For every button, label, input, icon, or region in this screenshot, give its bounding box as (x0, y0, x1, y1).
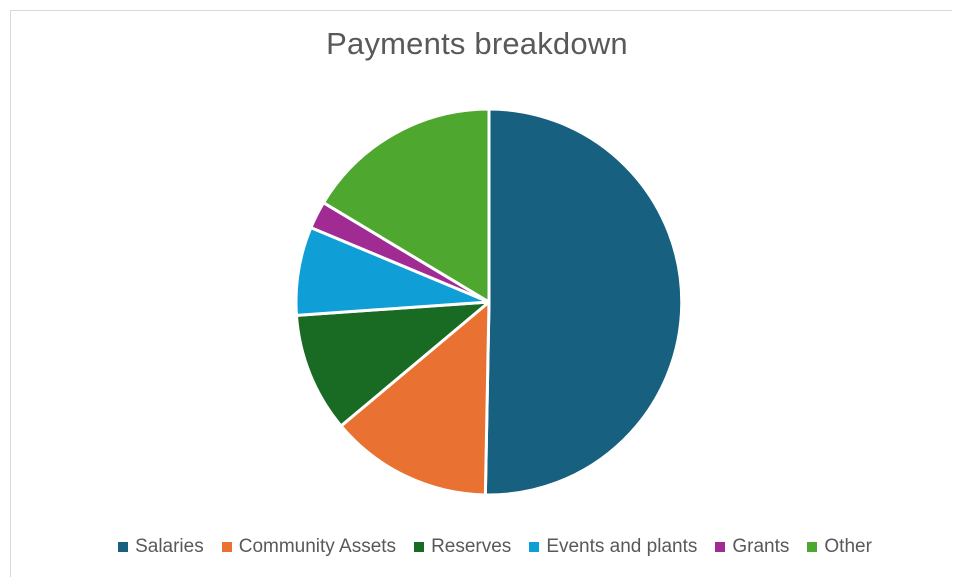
legend-item-community-assets: Community Assets (221, 536, 397, 558)
legend-swatch-grants (715, 542, 726, 552)
legend-label-other: Other (824, 536, 872, 557)
legend-label-community-assets: Community Assets (238, 536, 397, 557)
pie-slice-salaries (483, 107, 684, 497)
legend-item-salaries: Salaries (118, 536, 204, 558)
legend-item-reserves: Reserves (414, 536, 511, 558)
legend-item-events-and-plants: Events and plants (529, 536, 697, 558)
pie-slice-community-assets (339, 300, 491, 497)
pie-slice-reserves (294, 300, 491, 428)
legend-item-grants: Grants (715, 536, 789, 558)
legend-label-events-and-plants: Events and plants (546, 536, 698, 557)
legend-swatch-reserves (414, 542, 425, 552)
legend-swatch-community-assets (221, 542, 232, 552)
legend-swatch-salaries (118, 542, 129, 552)
legend-label-reserves: Reserves (431, 536, 512, 557)
legend-item-other: Other (807, 536, 872, 558)
legend-label-grants: Grants (732, 536, 790, 557)
chart-legend: Salaries Community Assets Reserves Events a… (0, 536, 954, 558)
chart-title: Payments breakdown (326, 26, 628, 61)
legend-label-salaries: Salaries (135, 536, 204, 557)
legend-swatch-other (807, 542, 818, 552)
pie-slice-other (322, 107, 491, 304)
legend-swatch-events-and-plants (529, 542, 540, 552)
